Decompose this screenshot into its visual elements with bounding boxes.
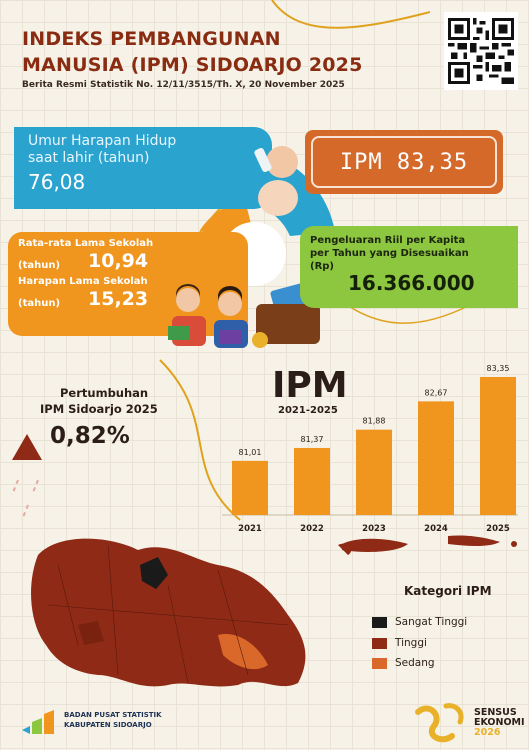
chart-data-label-2023: 81,88 [363, 417, 386, 426]
bps-logo-icon [22, 710, 54, 734]
chart-bar-2024 [418, 401, 454, 515]
life-expectancy-label-2: saat lahir (tahun) [28, 150, 150, 166]
chart-data-label-2024: 82,67 [425, 388, 448, 397]
east-java-map [31, 538, 352, 687]
spending-label-2: per Tahun yang Disesuaikan [310, 248, 469, 259]
legend-title: Kategori IPM [404, 584, 492, 598]
chart-data-label-2021: 81,01 [239, 448, 262, 457]
page-subtitle: Berita Resmi Statistik No. 12/11/3515/Th… [22, 80, 345, 90]
hls-value: 15,23 [88, 288, 149, 310]
legend-label: Tinggi [395, 637, 427, 649]
hls-label-1: Harapan Lama Sekolah [18, 276, 148, 287]
growth-label-2: IPM Sidoarjo 2025 [40, 402, 158, 416]
qr-code-icon [448, 18, 514, 84]
bps-org-name: BADAN PUSAT STATISTIK KABUPATEN SIDOARJO [64, 710, 162, 730]
chart-tick-label-2022: 2022 [300, 524, 324, 534]
legend-swatch [372, 637, 387, 649]
title-line-1: INDEKS PEMBANGUNAN [22, 28, 281, 50]
life-expectancy-value: 76,08 [28, 170, 86, 194]
sensus-ekonomi-text: SENSUS EKONOMI 2026 [474, 708, 525, 738]
ipm-bar-chart: 81,01 2021 81,37 2022 81,88 2023 82,67 2024 83,3… [222, 364, 518, 534]
chart-bar-2022 [294, 447, 330, 515]
chart-subtitle: 2021-2025 [278, 405, 338, 416]
life-expectancy-label-1: Umur Harapan Hidup [28, 133, 177, 149]
sensus-line-1: SENSUS [474, 707, 517, 718]
spending-label-1: Pengeluaran Riil per Kapita [310, 235, 466, 246]
baby-illustration [254, 146, 298, 216]
chart-title: IPM [272, 365, 348, 406]
rls-label-1: Rata-rata Lama Sekolah [18, 238, 154, 249]
growth-value: 0,82% [50, 423, 130, 449]
title-line-2: MANUSIA (IPM) SIDOARJO 2025 [22, 54, 363, 76]
rls-value: 10,94 [88, 250, 149, 272]
legend-item-sedang: Sedang [372, 657, 435, 669]
spending-card: Pengeluaran Riil per Kapita per Tahun ya… [300, 226, 518, 308]
chart-tick-label-2021: 2021 [238, 524, 262, 534]
legend-item-tinggi: Tinggi [372, 637, 427, 649]
sensus-ekonomi-logo-icon [415, 703, 464, 743]
ipm-badge-text: IPM 83,35 [311, 136, 497, 188]
spending-value: 16.366.000 [348, 271, 475, 295]
rls-label-2: (tahun) [18, 260, 61, 271]
sensus-line-2: EKONOMI [474, 717, 525, 728]
chart-data-label-2022: 81,37 [301, 435, 324, 444]
chart-tick-label-2023: 2023 [362, 524, 386, 534]
growth-up-arrow-icon [12, 434, 42, 460]
qr-code[interactable] [444, 12, 518, 90]
hls-label-2: (tahun) [18, 298, 61, 309]
chart-bar-2023 [356, 429, 392, 515]
chart-bar-2021 [232, 460, 268, 515]
bps-org-line-2: KABUPATEN SIDOARJO [64, 721, 152, 729]
growth-label: Pertumbuhan IPM Sidoarjo 2025 [40, 385, 158, 417]
legend-label: Sedang [395, 657, 435, 669]
ipm-badge: IPM 83,35 [305, 130, 503, 194]
sensus-line-3: 2026 [474, 727, 501, 738]
legend-swatch [372, 616, 387, 628]
children-reading-illustration [168, 284, 248, 348]
growth-label-1: Pertumbuhan [60, 386, 149, 400]
madura-islands-map [342, 535, 517, 552]
chart-bar-2025 [480, 376, 516, 515]
legend-label: Sangat Tinggi [395, 616, 468, 628]
page-title: INDEKS PEMBANGUNAN MANUSIA (IPM) SIDOARJ… [22, 26, 363, 78]
chart-data-label-2025: 83,35 [487, 364, 510, 373]
schooling-card: Rata-rata Lama Sekolah (tahun) 10,94 Har… [8, 232, 248, 336]
legend-swatch [372, 657, 387, 669]
chart-tick-label-2024: 2024 [424, 524, 448, 534]
bps-org-line-1: BADAN PUSAT STATISTIK [64, 711, 162, 719]
legend-item-sangat-tinggi: Sangat Tinggi [372, 616, 467, 628]
chart-tick-label-2025: 2025 [486, 524, 510, 534]
life-expectancy-card: Umur Harapan Hidup saat lahir (tahun) 76… [14, 127, 272, 209]
spending-label-3: (Rp) [310, 261, 334, 272]
